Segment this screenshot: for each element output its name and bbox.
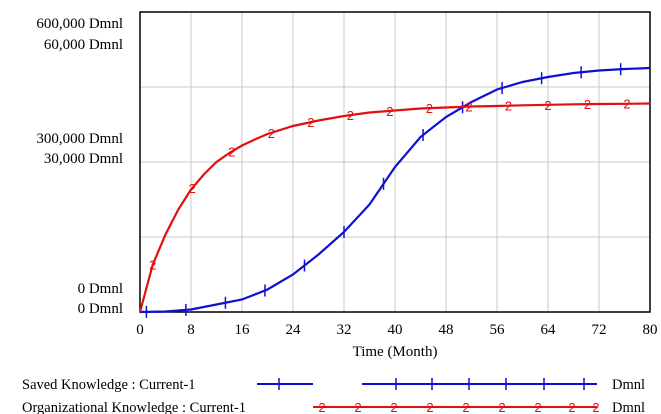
series-marker: 2: [347, 108, 354, 123]
series-marker: 2: [465, 100, 472, 115]
y-tick-label: 60,000 Dmnl: [44, 37, 123, 53]
y-tick-label: 0 Dmnl: [78, 301, 123, 317]
legend-marker: 2: [426, 400, 433, 414]
series-marker: 2: [623, 97, 630, 112]
x-tick-label: 32: [337, 322, 352, 338]
x-tick-label: 72: [592, 322, 607, 338]
x-tick-label: 64: [541, 322, 557, 338]
x-tick-label: 80: [643, 322, 658, 338]
legend-marker: 2: [592, 400, 599, 414]
x-tick-label: 0: [136, 322, 144, 338]
legend-marker: 2: [318, 400, 325, 414]
series-marker: 2: [584, 97, 591, 112]
x-tick-label: 24: [286, 322, 302, 338]
x-tick-label: 16: [235, 322, 251, 338]
series-marker: 2: [426, 101, 433, 116]
x-tick-label: 40: [388, 322, 403, 338]
series-marker: 2: [544, 98, 551, 113]
legend-marker: 2: [390, 400, 397, 414]
legend-label: Saved Knowledge : Current-1: [22, 377, 196, 393]
legend-marker: 2: [498, 400, 505, 414]
legend-marker: 2: [534, 400, 541, 414]
legend-label: Organizational Knowledge : Current-1: [22, 400, 246, 414]
series-layer: 2 2 2 2 2 2 2 2 2 2 2 2 2: [138, 63, 651, 318]
y-tick-label: 30,000 Dmnl: [44, 151, 123, 167]
series-marker: 2: [307, 115, 314, 130]
series-marker: 2: [505, 99, 512, 114]
legend-marker: 2: [462, 400, 469, 414]
series-marker: 2: [149, 258, 156, 273]
y-tick-label: 0 Dmnl: [78, 281, 123, 297]
legend-marker: 2: [354, 400, 361, 414]
x-tick-label: 8: [187, 322, 195, 338]
legend-unit: Dmnl: [612, 377, 645, 393]
legend-unit: Dmnl: [612, 400, 645, 414]
x-tick-label: 56: [490, 322, 506, 338]
y-tick-label: 300,000 Dmnl: [36, 131, 123, 147]
plot-frame: [139, 11, 651, 313]
x-tick-label: 48: [439, 322, 454, 338]
legend: Saved Knowledge : Current-1 Dmnl Organizat…: [22, 377, 645, 414]
legend-marker: 2: [568, 400, 575, 414]
y-axis-labels: 0 Dmnl 300,000 Dmnl 600,000 Dmnl 0 Dmnl 30,0…: [36, 16, 123, 317]
series-marker: 2: [189, 181, 196, 196]
x-axis-label: Time (Month): [353, 344, 438, 360]
x-axis-tick-labels: 0 8 16 24 32 40 48 56 64 72 80: [136, 322, 657, 338]
y-tick-label: 600,000 Dmnl: [36, 16, 123, 32]
series-line: [138, 102, 651, 313]
series-marker: 2: [386, 104, 393, 119]
series-marker: 2: [268, 126, 275, 141]
series-marker: 2: [228, 145, 235, 160]
